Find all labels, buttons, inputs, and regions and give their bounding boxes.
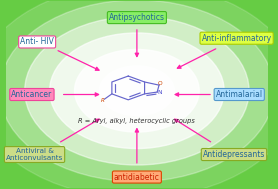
Text: R: R [100,98,104,103]
Ellipse shape [75,50,199,132]
Text: Anti-inflammatory: Anti-inflammatory [202,34,272,43]
Text: O: O [158,81,163,86]
Text: Antiviral &
Anticonvulsants: Antiviral & Anticonvulsants [6,148,63,161]
Text: Anti- HIV: Anti- HIV [20,37,54,46]
Text: N: N [157,91,162,95]
Ellipse shape [0,0,274,182]
Ellipse shape [100,66,174,115]
Text: Anticancer: Anticancer [11,90,53,99]
Text: R = Aryl, alkyl, heterocyclic groups: R = Aryl, alkyl, heterocyclic groups [78,118,195,124]
Ellipse shape [25,16,249,165]
Ellipse shape [50,33,224,149]
Text: Antimalarial: Antimalarial [216,90,263,99]
Text: Antipsychotics: Antipsychotics [109,13,165,22]
Text: Antidepressants: Antidepressants [203,150,265,159]
Text: antidiabetic: antidiabetic [114,173,160,182]
